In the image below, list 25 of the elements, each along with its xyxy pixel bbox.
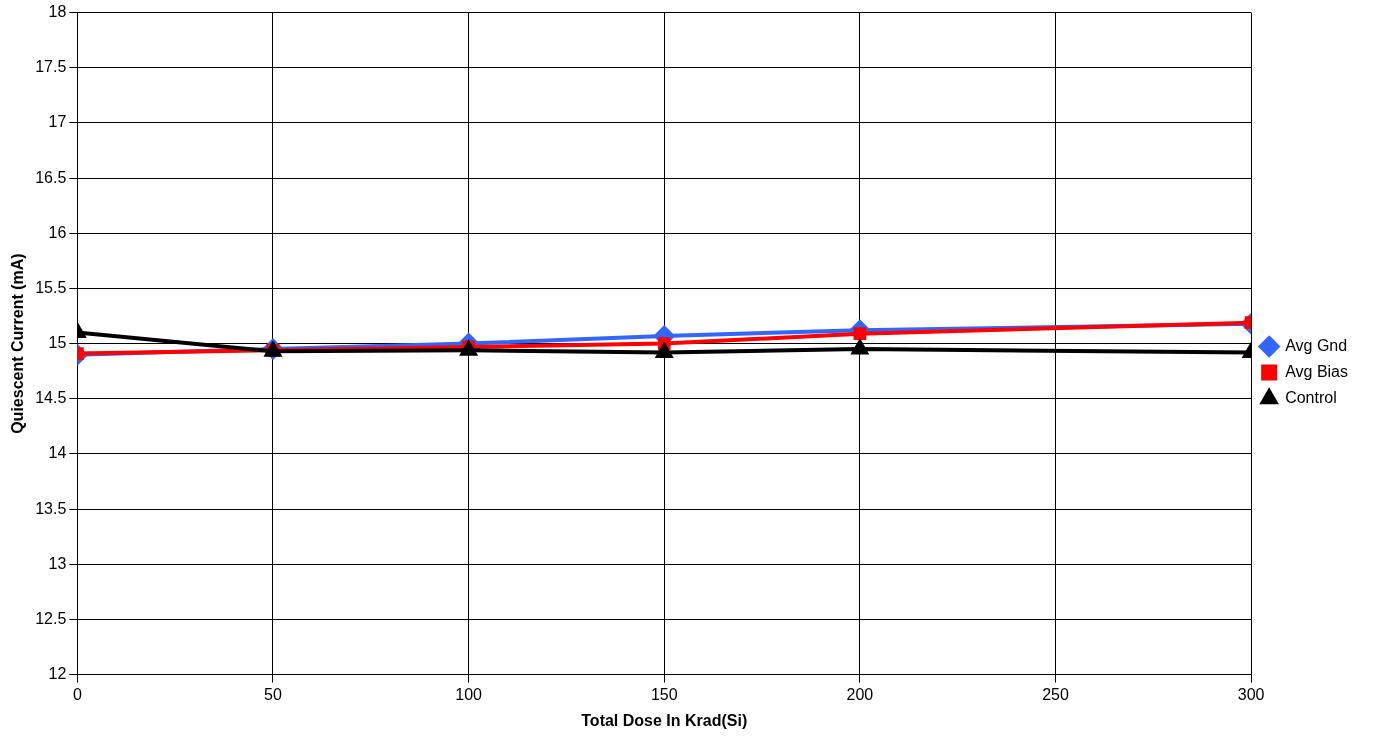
- y-tick-label: 13.5: [35, 499, 67, 517]
- y-tick-label: 17: [48, 113, 67, 131]
- x-tick-label: 0: [72, 685, 82, 703]
- y-tick-label: 16.5: [35, 168, 67, 186]
- legend-label: Avg Bias: [1285, 362, 1349, 380]
- x-tick-label: 100: [455, 685, 483, 703]
- x-tick-label: 150: [650, 685, 678, 703]
- y-tick-label: 12: [48, 665, 67, 683]
- legend-label: Control: [1285, 388, 1337, 406]
- y-tick-label: 14: [48, 444, 67, 462]
- y-tick-label: 14.5: [35, 389, 67, 407]
- x-tick-label: 250: [1042, 685, 1069, 703]
- y-tick-label: 15: [48, 334, 67, 352]
- x-axis-title: Total Dose In Krad(Si): [581, 711, 748, 729]
- y-tick-label: 12.5: [35, 609, 67, 627]
- y-tick-label: 17.5: [35, 58, 67, 76]
- x-tick-label: 300: [1237, 685, 1265, 703]
- y-tick-label: 16: [48, 223, 67, 241]
- y-tick-label: 13: [48, 554, 67, 572]
- y-tick-label: 15.5: [35, 278, 67, 296]
- x-tick-label: 200: [846, 685, 874, 703]
- y-axis-title: Quiescent Current (mA): [9, 253, 27, 434]
- y-tick-label: 18: [48, 3, 67, 21]
- x-tick-label: 50: [264, 685, 282, 703]
- legend-label: Avg Gnd: [1285, 336, 1348, 354]
